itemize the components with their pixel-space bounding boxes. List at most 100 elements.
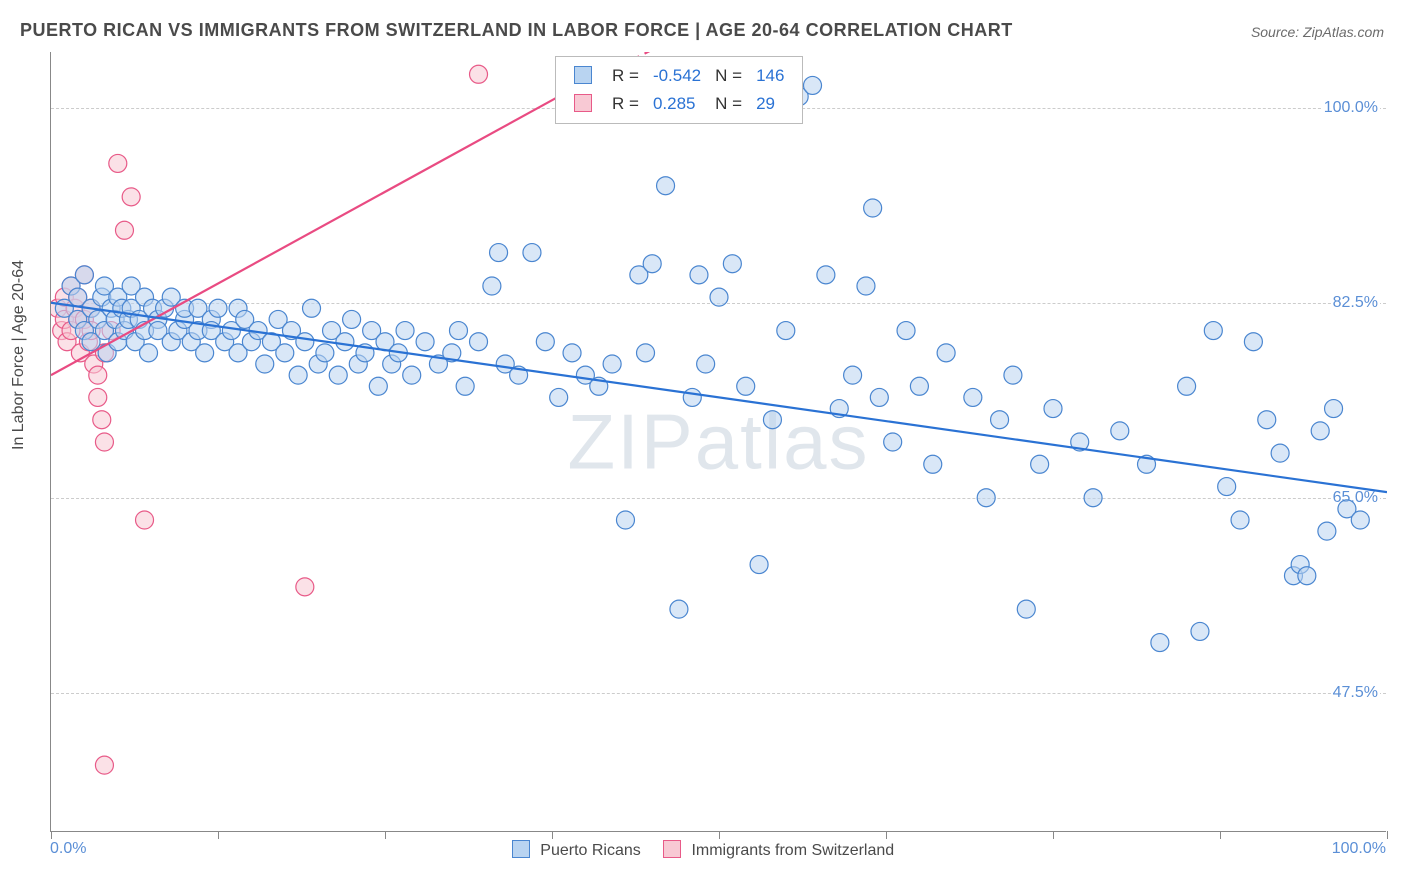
legend-swatch-series2 (663, 840, 681, 858)
scatter-point-series1 (977, 489, 995, 507)
scatter-point-series1 (1151, 634, 1169, 652)
x-tick (1220, 831, 1221, 839)
scatter-point-series1 (1178, 377, 1196, 395)
scatter-point-series1 (329, 366, 347, 384)
scatter-point-series2 (109, 154, 127, 172)
corr-n-value-1: 146 (750, 63, 790, 89)
scatter-point-series1 (844, 366, 862, 384)
scatter-point-series1 (140, 344, 158, 362)
corr-swatch-2 (574, 94, 592, 112)
scatter-point-series1 (1004, 366, 1022, 384)
scatter-point-series1 (289, 366, 307, 384)
scatter-point-series2 (136, 511, 154, 529)
scatter-point-series1 (964, 388, 982, 406)
scatter-point-series1 (884, 433, 902, 451)
scatter-point-series1 (710, 288, 728, 306)
scatter-point-series1 (1271, 444, 1289, 462)
corr-r-label-1: R = (606, 63, 645, 89)
scatter-point-series1 (403, 366, 421, 384)
scatter-point-series1 (536, 333, 554, 351)
scatter-point-series1 (336, 333, 354, 351)
scatter-point-series1 (1191, 622, 1209, 640)
scatter-point-series1 (396, 322, 414, 340)
scatter-point-series1 (256, 355, 274, 373)
scatter-point-series2 (89, 366, 107, 384)
scatter-point-series1 (416, 333, 434, 351)
corr-r-value-1: -0.542 (647, 63, 707, 89)
scatter-point-series1 (1351, 511, 1369, 529)
regression-line-series1 (51, 303, 1387, 492)
scatter-point-series1 (1031, 455, 1049, 473)
x-tick (218, 831, 219, 839)
scatter-point-series1 (817, 266, 835, 284)
scatter-point-series1 (690, 266, 708, 284)
scatter-point-series1 (657, 177, 675, 195)
scatter-point-series1 (303, 299, 321, 317)
scatter-point-series1 (75, 266, 93, 284)
correlation-row-1: R = -0.542 N = 146 (568, 63, 790, 89)
scatter-point-series1 (857, 277, 875, 295)
scatter-point-series2 (296, 578, 314, 596)
scatter-point-series1 (523, 244, 541, 262)
scatter-point-series1 (683, 388, 701, 406)
scatter-point-series2 (95, 756, 113, 774)
scatter-point-series1 (1204, 322, 1222, 340)
x-tick (719, 831, 720, 839)
scatter-point-series2 (470, 65, 488, 83)
scatter-point-series1 (1258, 411, 1276, 429)
chart-container: PUERTO RICAN VS IMMIGRANTS FROM SWITZERL… (0, 0, 1406, 892)
corr-n-label-2: N = (709, 91, 748, 117)
scatter-point-series2 (89, 388, 107, 406)
svg-layer (51, 52, 1387, 832)
x-tick (886, 831, 887, 839)
scatter-point-series1 (924, 455, 942, 473)
scatter-point-series1 (1298, 567, 1316, 585)
scatter-point-series1 (937, 344, 955, 362)
scatter-point-series2 (122, 188, 140, 206)
x-tick (1387, 831, 1388, 839)
scatter-point-series1 (343, 310, 361, 328)
scatter-point-series1 (1084, 489, 1102, 507)
y-axis-label: In Labor Force | Age 20-64 (10, 260, 28, 450)
scatter-point-series1 (697, 355, 715, 373)
scatter-point-series2 (95, 433, 113, 451)
scatter-point-series2 (93, 411, 111, 429)
scatter-point-series1 (910, 377, 928, 395)
corr-n-value-2: 29 (750, 91, 790, 117)
x-tick (51, 831, 52, 839)
source-citation: Source: ZipAtlas.com (1251, 24, 1384, 40)
scatter-point-series1 (1318, 522, 1336, 540)
scatter-point-series1 (616, 511, 634, 529)
bottom-legend: Puerto Ricans Immigrants from Switzerlan… (0, 840, 1406, 860)
scatter-point-series1 (196, 344, 214, 362)
scatter-point-series2 (115, 221, 133, 239)
corr-r-label-2: R = (606, 91, 645, 117)
scatter-point-series1 (750, 556, 768, 574)
scatter-point-series1 (1218, 478, 1236, 496)
scatter-point-series1 (456, 377, 474, 395)
corr-n-label-1: N = (709, 63, 748, 89)
x-tick (385, 831, 386, 839)
scatter-point-series1 (490, 244, 508, 262)
scatter-point-series1 (276, 344, 294, 362)
scatter-point-series1 (1244, 333, 1262, 351)
x-tick (552, 831, 553, 839)
scatter-point-series1 (763, 411, 781, 429)
scatter-point-series1 (209, 299, 227, 317)
scatter-point-series1 (369, 377, 387, 395)
scatter-point-series1 (1231, 511, 1249, 529)
legend-label-series1: Puerto Ricans (540, 842, 641, 859)
scatter-point-series1 (483, 277, 501, 295)
scatter-point-series1 (991, 411, 1009, 429)
plot-area: ZIPatlas 47.5%65.0%82.5%100.0% (50, 52, 1386, 832)
scatter-point-series1 (777, 322, 795, 340)
scatter-point-series1 (296, 333, 314, 351)
scatter-point-series1 (643, 255, 661, 273)
scatter-point-series1 (550, 388, 568, 406)
scatter-point-series1 (870, 388, 888, 406)
scatter-point-series1 (449, 322, 467, 340)
scatter-point-series1 (1111, 422, 1129, 440)
scatter-point-series1 (670, 600, 688, 618)
scatter-point-series1 (316, 344, 334, 362)
correlation-legend: R = -0.542 N = 146 R = 0.285 N = 29 (555, 56, 803, 124)
